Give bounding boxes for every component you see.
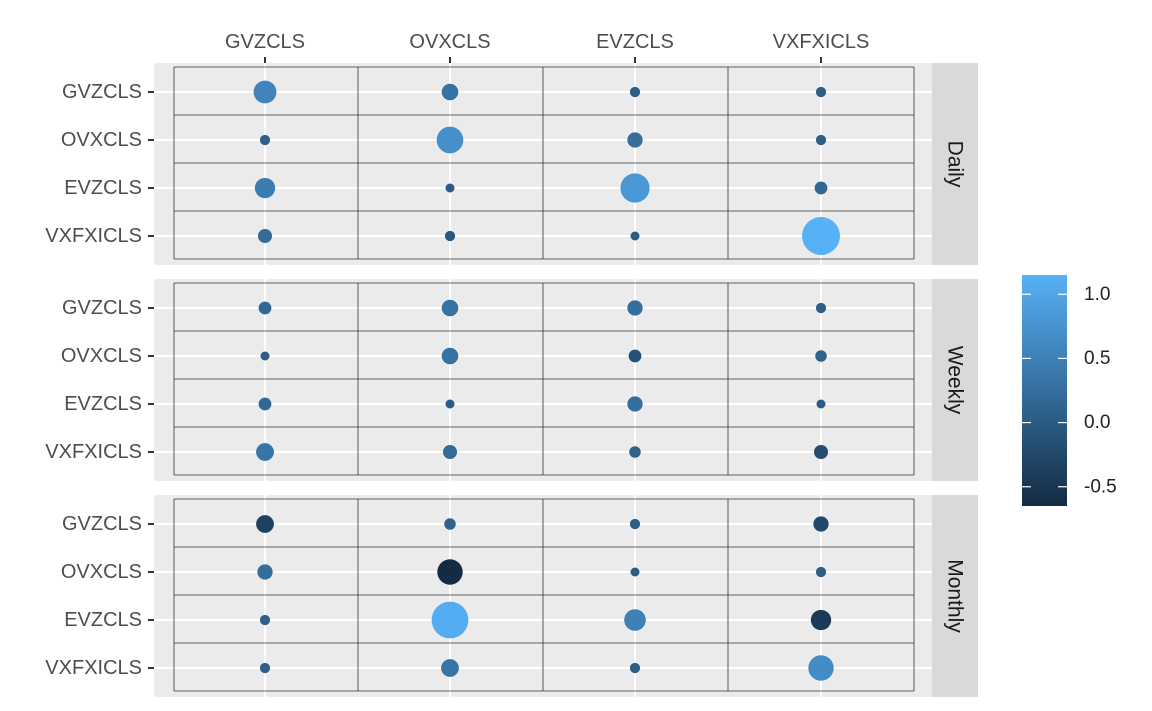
bubble-point (816, 399, 826, 409)
bubble-point (627, 132, 643, 148)
bubble-point (815, 134, 827, 146)
y-axis-tick-label: OVXCLS (61, 129, 142, 151)
y-axis-tick-label: VXFXICLS (45, 441, 142, 463)
bubble-point (627, 396, 643, 412)
bubble-point (441, 347, 459, 365)
bubble-point (815, 302, 827, 314)
bubble-point (620, 173, 650, 203)
bubble-point (258, 301, 272, 315)
legend-tick-label: -0.5 (1084, 476, 1117, 497)
bubble-point (256, 515, 274, 533)
bubble-point (627, 300, 643, 316)
bubble-point (437, 559, 463, 585)
facet-panel-monthly: Monthly GVZCLS OVXCLS EVZCLS VXFXICLS (45, 495, 978, 697)
y-axis-tick-label: EVZCLS (64, 177, 142, 199)
bubble-point (257, 564, 273, 580)
color-legend: 1.0 0.5 0.0 -0.5 (1022, 275, 1117, 506)
y-axis-tick-label: GVZCLS (62, 81, 142, 103)
facet-panel-daily: Daily GVZCLS OVXCLS EVZCLS VXFXICLS (45, 63, 978, 265)
bubble-point (629, 446, 641, 458)
bubble-point (254, 177, 276, 199)
x-axis-tick-label: GVZCLS (225, 31, 305, 53)
bubble-point (260, 351, 270, 361)
y-axis-tick-label: OVXCLS (61, 561, 142, 583)
bubble-point (815, 86, 827, 98)
bubble-point (444, 518, 456, 530)
bubble-point (813, 444, 829, 460)
bubble-point (431, 601, 469, 639)
facet-strip (932, 63, 978, 265)
legend-tick-label: 1.0 (1084, 284, 1110, 305)
bubble-point (441, 659, 459, 677)
facet-strip (932, 495, 978, 697)
x-axis-tick-label: EVZCLS (596, 31, 674, 53)
bubble-point (259, 614, 271, 626)
legend-tick-label: 0.5 (1084, 348, 1110, 369)
x-axis-tick-label: OVXCLS (409, 31, 490, 53)
y-axis-tick-label: VXFXICLS (45, 657, 142, 679)
y-axis-tick-label: OVXCLS (61, 345, 142, 367)
facet-panel-weekly: Weekly GVZCLS OVXCLS EVZCLS VXFXICLS (45, 279, 978, 481)
bubble-point (257, 228, 273, 244)
bubble-point (445, 183, 455, 193)
bubble-point (256, 443, 274, 461)
bubble-point (630, 567, 640, 577)
y-axis-tick-label: EVZCLS (64, 393, 142, 415)
bubble-point (442, 444, 458, 460)
bubble-point (630, 231, 640, 241)
bubble-point (808, 655, 834, 681)
bubble-point (629, 86, 641, 98)
bubble-point (815, 350, 827, 362)
top-x-axis: GVZCLS OVXCLS EVZCLS VXFXICLS (225, 31, 869, 63)
bubble-point (810, 609, 832, 631)
bubble-point (802, 217, 840, 255)
bubble-point (258, 397, 272, 411)
bubble-point (436, 126, 464, 154)
legend-tick-label: 0.0 (1084, 412, 1110, 433)
bubble-point (441, 83, 459, 101)
y-axis-tick-label: GVZCLS (62, 297, 142, 319)
bubble-point (629, 662, 641, 674)
facet-panels: Daily GVZCLS OVXCLS EVZCLS VXFXICLS Weekly GVZ… (45, 63, 978, 697)
bubble-point (259, 134, 271, 146)
bubble-point (259, 662, 271, 674)
bubble-point (628, 349, 642, 363)
bubble-point (814, 181, 828, 195)
facet-strip-label: Monthly (944, 559, 967, 633)
y-axis-tick-label: EVZCLS (64, 609, 142, 631)
bubble-point (815, 566, 827, 578)
bubble-point (629, 518, 641, 530)
bubble-point (445, 399, 455, 409)
legend-colorbar (1022, 275, 1067, 506)
bubble-point (624, 609, 646, 631)
facet-strip-label: Daily (944, 141, 967, 188)
facet-strip (932, 279, 978, 481)
facet-strip-label: Weekly (944, 346, 967, 415)
bubble-point (441, 299, 459, 317)
y-axis-tick-label: VXFXICLS (45, 225, 142, 247)
bubble-point (444, 230, 456, 242)
x-axis-tick-label: VXFXICLS (773, 31, 870, 53)
bubble-point (813, 516, 829, 532)
y-axis-tick-label: GVZCLS (62, 513, 142, 535)
bubble-point (253, 80, 277, 104)
